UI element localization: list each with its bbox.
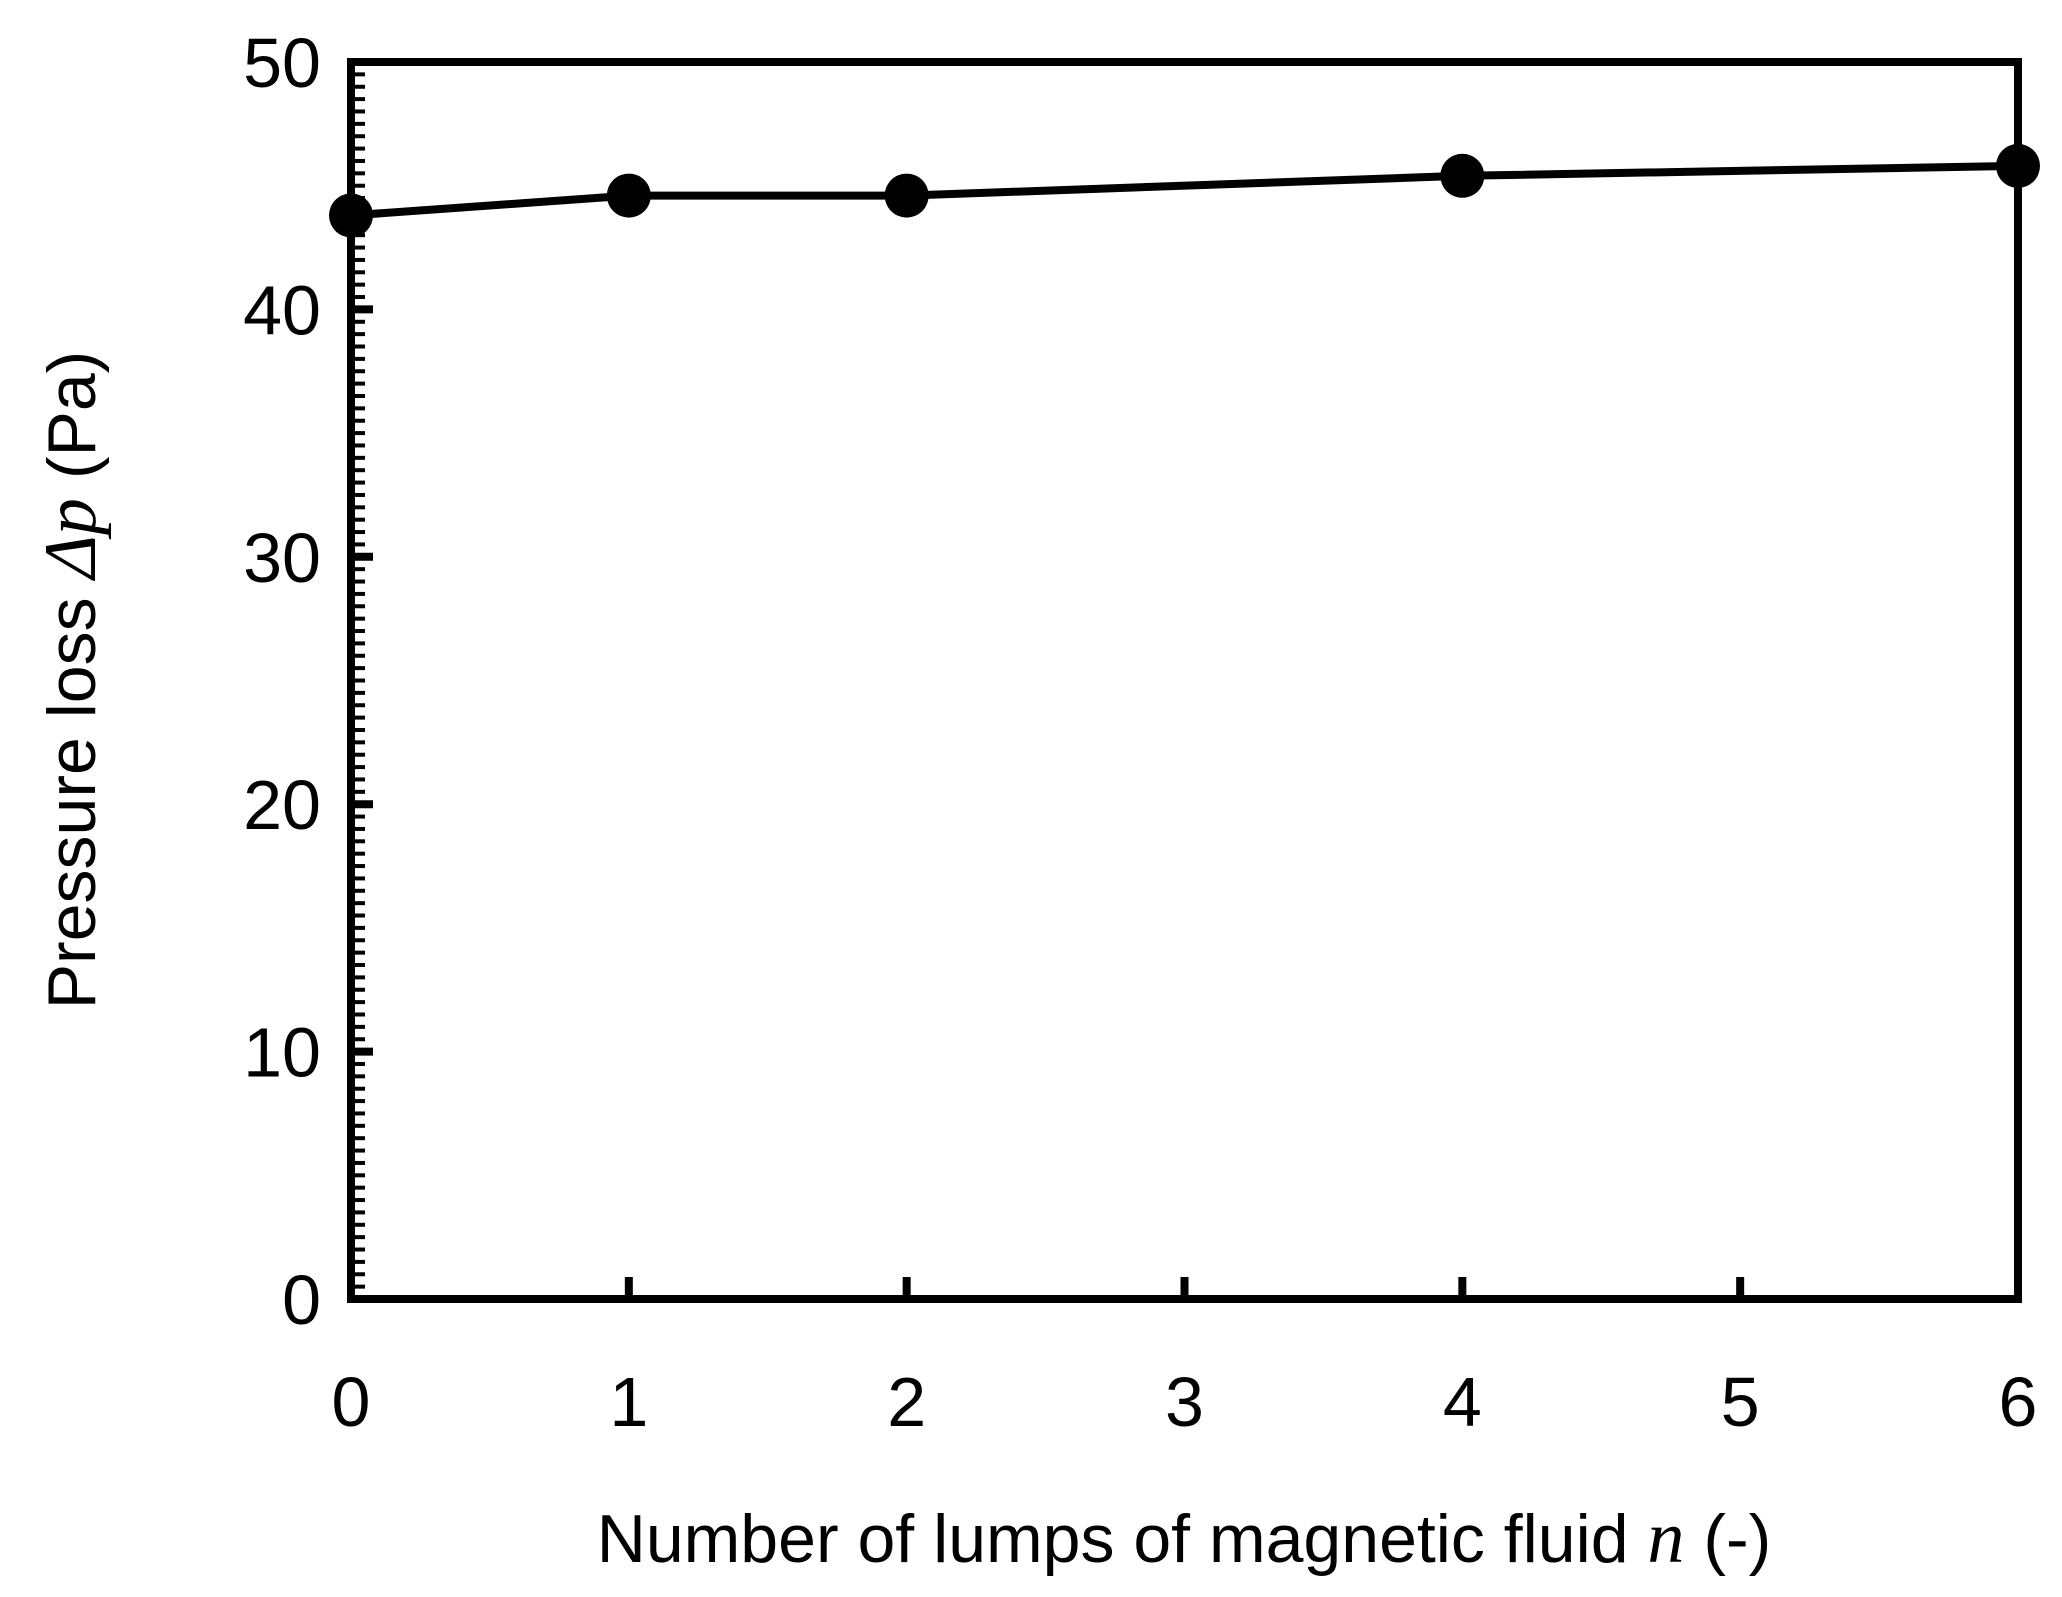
series-line xyxy=(350,161,2019,220)
x-tick-label: 2 xyxy=(887,1363,926,1441)
y-tick-label: 0 xyxy=(282,1261,321,1339)
y-ticks xyxy=(351,58,373,1303)
x-axis-label-symbol: n xyxy=(1647,1497,1684,1579)
x-tick-label: 5 xyxy=(1721,1363,1760,1441)
x-tick-label: 6 xyxy=(1999,1363,2038,1441)
y-tick-label: 20 xyxy=(243,766,321,844)
y-tick-labels: 0 10 20 30 40 50 xyxy=(243,24,321,1339)
y-minor-ticks xyxy=(351,72,365,1289)
data-points xyxy=(329,143,2040,238)
data-point xyxy=(1440,153,1485,198)
x-tick-label: 4 xyxy=(1443,1363,1482,1441)
data-point xyxy=(329,193,373,238)
x-tick-label: 1 xyxy=(609,1363,648,1441)
x-tick-label: 3 xyxy=(1165,1363,1204,1441)
data-point xyxy=(1996,143,2040,188)
x-tick-label: 0 xyxy=(332,1363,371,1441)
x-tick-labels: 0 1 2 3 4 5 6 xyxy=(332,1363,2038,1441)
y-tick-label: 10 xyxy=(243,1014,321,1092)
x-axis-label-prefix: Number of lumps of magnetic fluid xyxy=(597,1501,1648,1577)
x-axis-label-suffix: (-) xyxy=(1684,1501,1771,1577)
y-axis-label: Pressure loss Δp (Pa) xyxy=(30,351,112,1010)
y-axis-label-symbol: Δp xyxy=(30,498,112,581)
x-axis-label: Number of lumps of magnetic fluid n (-) xyxy=(597,1497,1772,1579)
data-point xyxy=(606,173,651,218)
y-tick-label: 40 xyxy=(243,271,321,349)
y-axis-label-suffix: (Pa) xyxy=(34,351,110,498)
data-point xyxy=(884,173,929,218)
plot-frame xyxy=(347,58,2022,1303)
y-tick-label: 30 xyxy=(243,519,321,597)
y-axis-label-prefix: Pressure loss xyxy=(34,578,110,1009)
y-tick-label: 50 xyxy=(243,24,321,102)
